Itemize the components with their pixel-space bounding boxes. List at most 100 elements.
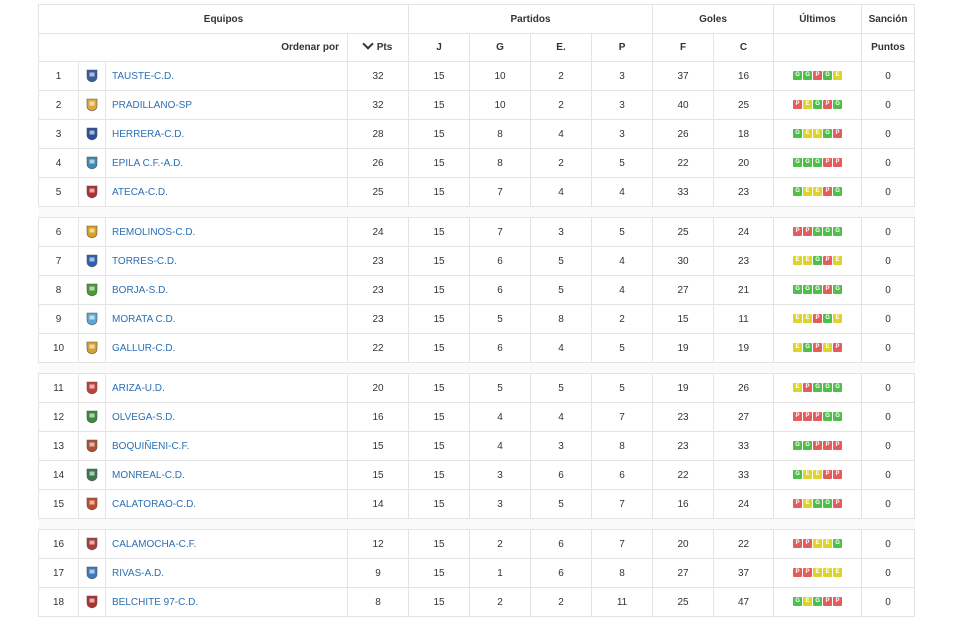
- result-badge: P: [793, 227, 803, 237]
- team-name-link[interactable]: OLVEGA-S.D.: [105, 402, 348, 432]
- stat-p: 5: [591, 148, 654, 178]
- stat-f: 33: [652, 177, 715, 207]
- group-separator: [38, 518, 915, 530]
- result-badge: E: [823, 343, 833, 353]
- stat-e: 5: [530, 275, 593, 305]
- stat-g: 2: [469, 529, 532, 559]
- table-row: 10 GALLUR-C.D. 22 15 6 4 5 19 19 E G P E P 0: [38, 333, 916, 363]
- stat-p: 3: [591, 119, 654, 149]
- table-row: 17 RIVAS-A.D. 9 15 1 6 8 27 37 P P E E E 0: [38, 558, 916, 588]
- team-name-link[interactable]: GALLUR-C.D.: [105, 333, 348, 363]
- team-crest-icon: [78, 61, 106, 91]
- team-name-link[interactable]: TORRES-C.D.: [105, 246, 348, 276]
- points: 20: [346, 373, 410, 403]
- stat-e: 6: [530, 529, 593, 559]
- result-badge: P: [833, 441, 843, 451]
- team-name-link[interactable]: REMOLINOS-C.D.: [105, 217, 348, 247]
- points: 15: [346, 460, 410, 490]
- stat-j: 15: [408, 373, 471, 403]
- sanction-points: 0: [861, 402, 916, 432]
- position: 6: [38, 217, 79, 247]
- result-badge: G: [793, 285, 803, 295]
- sanction-points: 0: [861, 246, 916, 276]
- sanction-points: 0: [861, 177, 916, 207]
- team-name-link[interactable]: MORATA C.D.: [105, 304, 348, 334]
- sanction-points: 0: [861, 558, 916, 588]
- team-crest-icon: [78, 402, 106, 432]
- result-badge: G: [793, 470, 803, 480]
- position: 18: [38, 587, 79, 617]
- group-separator: [38, 362, 915, 374]
- position: 13: [38, 431, 79, 461]
- stat-g: 8: [469, 148, 532, 178]
- team-name-link[interactable]: ATECA-C.D.: [105, 177, 348, 207]
- team-name-link[interactable]: HERRERA-C.D.: [105, 119, 348, 149]
- result-badge: E: [813, 129, 823, 139]
- result-badge: P: [813, 441, 823, 451]
- team-name-link[interactable]: CALAMOCHA-C.F.: [105, 529, 348, 559]
- stat-f: 40: [652, 90, 715, 120]
- result-badge: G: [813, 100, 823, 110]
- team-name-link[interactable]: TAUSTE-C.D.: [105, 61, 348, 91]
- stat-p: 5: [591, 373, 654, 403]
- standings-body: 1 TAUSTE-C.D. 32 15 10 2 3 37 16 G G P G E 0 2 PRADILLAN…: [38, 61, 916, 617]
- points: 23: [346, 304, 410, 334]
- stat-g: 5: [469, 304, 532, 334]
- team-name-link[interactable]: MONREAL-C.D.: [105, 460, 348, 490]
- result-badge: G: [823, 412, 833, 422]
- stat-g: 7: [469, 217, 532, 247]
- stat-p: 3: [591, 61, 654, 91]
- stat-c: 21: [713, 275, 775, 305]
- result-badge: E: [813, 470, 823, 480]
- sort-pts-button[interactable]: Pts: [346, 33, 410, 62]
- team-name-link[interactable]: ARIZA-U.D.: [105, 373, 348, 403]
- stat-g: 6: [469, 275, 532, 305]
- points: 22: [346, 333, 410, 363]
- stat-p: 4: [591, 177, 654, 207]
- result-badge: P: [833, 343, 843, 353]
- result-badge: G: [823, 71, 833, 81]
- stat-j: 15: [408, 304, 471, 334]
- team-crest-icon: [78, 119, 106, 149]
- position: 7: [38, 246, 79, 276]
- points: 9: [346, 558, 410, 588]
- stat-c: 18: [713, 119, 775, 149]
- team-name-link[interactable]: BELCHITE 97-C.D.: [105, 587, 348, 617]
- stat-c: 37: [713, 558, 775, 588]
- result-badge: P: [803, 539, 813, 549]
- stat-c: 24: [713, 217, 775, 247]
- standings-table: Equipos Partidos Goles Últimos Sanción O…: [37, 4, 916, 617]
- result-badge: P: [833, 470, 843, 480]
- stat-f: 20: [652, 529, 715, 559]
- stat-j: 15: [408, 61, 471, 91]
- stat-p: 3: [591, 90, 654, 120]
- stat-p: 8: [591, 558, 654, 588]
- stat-e: 6: [530, 558, 593, 588]
- stat-p: 7: [591, 489, 654, 519]
- sort-label: Ordenar por: [38, 33, 348, 62]
- team-crest-icon: [78, 373, 106, 403]
- table-row: 12 OLVEGA-S.D. 16 15 4 4 7 23 27 P P P G G 0: [38, 402, 916, 432]
- stat-e: 3: [530, 217, 593, 247]
- team-name-link[interactable]: PRADILLANO-SP: [105, 90, 348, 120]
- stat-f: 25: [652, 217, 715, 247]
- team-name-link[interactable]: BORJA-S.D.: [105, 275, 348, 305]
- team-name-link[interactable]: BOQUIÑENI-C.F.: [105, 431, 348, 461]
- stat-f: 22: [652, 148, 715, 178]
- team-name-link[interactable]: RIVAS-A.D.: [105, 558, 348, 588]
- team-name-link[interactable]: EPILA C.F.-A.D.: [105, 148, 348, 178]
- points: 32: [346, 61, 410, 91]
- position: 10: [38, 333, 79, 363]
- result-badge: E: [833, 568, 843, 578]
- team-name-link[interactable]: CALATORAO-C.D.: [105, 489, 348, 519]
- result-badge: E: [803, 314, 813, 324]
- stat-j: 15: [408, 119, 471, 149]
- result-badge: P: [813, 412, 823, 422]
